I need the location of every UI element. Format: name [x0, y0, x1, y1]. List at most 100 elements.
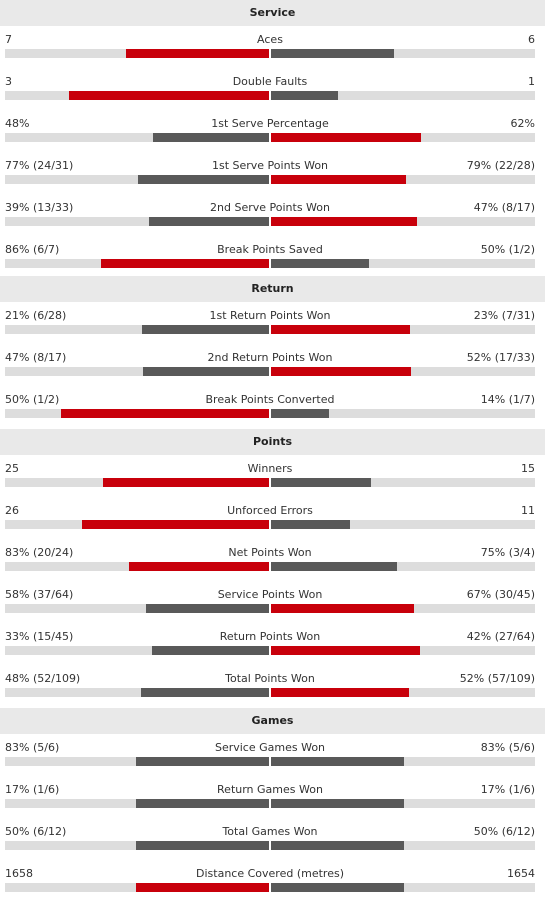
stat-row: 7 Aces 6 — [0, 26, 545, 68]
left-bar — [153, 133, 269, 142]
right-bar — [271, 478, 371, 487]
bar-center-divider — [269, 409, 271, 418]
left-player-value: 25 — [5, 462, 19, 475]
section-header-games: Games — [0, 708, 545, 734]
stat-label: Double Faults — [232, 75, 308, 88]
stat-label: Break Points Saved — [217, 243, 323, 256]
right-bar — [271, 217, 417, 226]
left-bar — [101, 259, 269, 268]
left-bar — [126, 49, 269, 58]
left-player-value: 77% (24/31) — [5, 159, 74, 172]
right-bar — [271, 520, 350, 529]
stat-label: Break Points Converted — [205, 393, 335, 406]
right-bar — [271, 646, 420, 655]
right-bar — [271, 799, 404, 808]
bar-center-divider — [269, 259, 271, 268]
right-bar — [271, 883, 404, 892]
right-bar — [271, 133, 421, 142]
bar-center-divider — [269, 883, 271, 892]
right-bar — [271, 91, 338, 100]
right-player-value: 42% (27/64) — [466, 630, 535, 643]
comparison-bar-track — [5, 175, 535, 184]
bar-center-divider — [269, 646, 271, 655]
bar-center-divider — [269, 217, 271, 226]
stat-row: 77% (24/31) 1st Serve Points Won 79% (22/2… — [0, 152, 545, 194]
stat-label: Return Games Won — [217, 783, 323, 796]
right-bar — [271, 604, 414, 613]
left-bar — [138, 175, 269, 184]
left-bar — [103, 478, 269, 487]
right-bar — [271, 562, 397, 571]
left-bar — [141, 688, 269, 697]
comparison-bar-track — [5, 688, 535, 697]
right-player-value: 50% (6/12) — [473, 825, 535, 838]
comparison-bar-track — [5, 259, 535, 268]
stat-label: 2nd Serve Points Won — [210, 201, 330, 214]
left-player-value: 83% (20/24) — [5, 546, 74, 559]
comparison-bar-track — [5, 478, 535, 487]
comparison-bar-track — [5, 217, 535, 226]
stat-label: Service Points Won — [217, 588, 323, 601]
stat-label: Distance Covered (metres) — [196, 867, 344, 880]
right-player-value: 23% (7/31) — [473, 309, 535, 322]
right-bar — [271, 175, 406, 184]
bar-center-divider — [269, 688, 271, 697]
stat-row: 48% (52/109) Total Points Won 52% (57/109) — [0, 665, 545, 707]
bar-center-divider — [269, 520, 271, 529]
stat-row: 50% (1/2) Break Points Converted 14% (1/7) — [0, 386, 545, 428]
right-player-value: 79% (22/28) — [466, 159, 535, 172]
stat-row: 21% (6/28) 1st Return Points Won 23% (7/31… — [0, 302, 545, 344]
stat-label: Unforced Errors — [227, 504, 313, 517]
left-bar — [82, 520, 269, 529]
bar-center-divider — [269, 757, 271, 766]
left-player-value: 3 — [5, 75, 12, 88]
left-player-value: 26 — [5, 504, 19, 517]
right-player-value: 6 — [528, 33, 535, 46]
stat-row: 47% (8/17) 2nd Return Points Won 52% (17/3… — [0, 344, 545, 386]
left-bar — [136, 799, 269, 808]
left-bar — [129, 562, 269, 571]
section-header-service: Service — [0, 0, 545, 26]
stat-row: 50% (6/12) Total Games Won 50% (6/12) — [0, 818, 545, 860]
stat-label: 1st Serve Percentage — [211, 117, 329, 130]
section-header-points: Points — [0, 429, 545, 455]
left-bar — [136, 841, 269, 850]
right-bar — [271, 259, 369, 268]
comparison-bar-track — [5, 841, 535, 850]
right-player-value: 83% (5/6) — [480, 741, 535, 754]
left-player-value: 86% (6/7) — [5, 243, 60, 256]
comparison-bar-track — [5, 409, 535, 418]
comparison-bar-track — [5, 367, 535, 376]
right-bar — [271, 757, 404, 766]
right-player-value: 14% (1/7) — [480, 393, 535, 406]
stat-label: Service Games Won — [214, 741, 326, 754]
right-player-value: 11 — [521, 504, 535, 517]
left-player-value: 7 — [5, 33, 12, 46]
right-player-value: 47% (8/17) — [473, 201, 535, 214]
stat-row: 3 Double Faults 1 — [0, 68, 545, 110]
bar-center-divider — [269, 175, 271, 184]
bar-center-divider — [269, 478, 271, 487]
stat-row: 26 Unforced Errors 11 — [0, 497, 545, 539]
left-bar — [142, 325, 269, 334]
left-player-value: 47% (8/17) — [5, 351, 67, 364]
comparison-bar-track — [5, 757, 535, 766]
stat-label: Total Points Won — [225, 672, 315, 685]
right-player-value: 62% — [510, 117, 535, 130]
right-bar — [271, 409, 329, 418]
comparison-bar-track — [5, 883, 535, 892]
right-bar — [271, 841, 404, 850]
comparison-bar-track — [5, 49, 535, 58]
comparison-bar-track — [5, 520, 535, 529]
right-player-value: 52% (17/33) — [466, 351, 535, 364]
bar-center-divider — [269, 325, 271, 334]
section-header-return: Return — [0, 276, 545, 302]
left-player-value: 39% (13/33) — [5, 201, 74, 214]
left-bar — [136, 883, 269, 892]
left-bar — [152, 646, 269, 655]
stat-row: 33% (15/45) Return Points Won 42% (27/64) — [0, 623, 545, 665]
stat-label: Total Games Won — [222, 825, 318, 838]
bar-center-divider — [269, 799, 271, 808]
comparison-bar-track — [5, 91, 535, 100]
right-player-value: 15 — [521, 462, 535, 475]
